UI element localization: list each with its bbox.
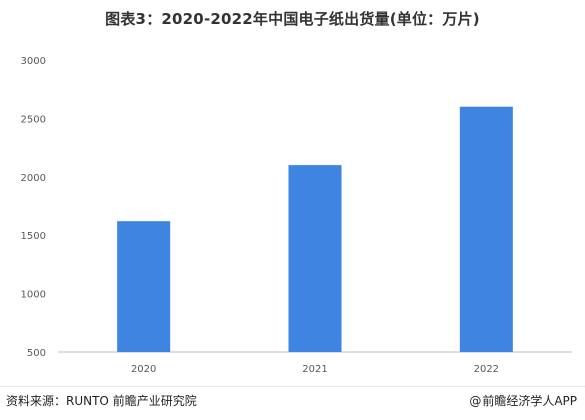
bar-2021: [288, 165, 342, 352]
bar-2022: [459, 106, 513, 352]
x-tick-label: 2021: [302, 364, 327, 375]
x-axis: 2020 2021 2022: [58, 351, 572, 375]
bar-2020: [117, 221, 171, 352]
at-icon: @: [469, 394, 482, 408]
chart-title: 图表3：2020-2022年中国电子纸出货量(单位：万片): [105, 10, 480, 28]
brand-name: 前瞻经济学人APP: [482, 394, 577, 408]
x-tick-label: 2020: [131, 364, 156, 375]
bar-series: [117, 106, 513, 352]
y-tick-label: 1500: [21, 231, 46, 242]
y-tick-label: 2000: [21, 173, 46, 184]
y-tick-label: 3000: [21, 56, 46, 67]
source-note: 资料来源：RUNTO 前瞻产业研究院: [6, 394, 197, 408]
y-tick-label: 2500: [21, 114, 46, 125]
y-axis: 500 1000 1500 2000 2500 3000: [21, 56, 46, 359]
y-tick-label: 500: [27, 348, 46, 359]
footer-divider: [0, 386, 585, 387]
y-tick-label: 1000: [21, 290, 46, 301]
x-tick-label: 2022: [474, 364, 499, 375]
brand-note: @前瞻经济学人APP: [469, 392, 577, 409]
